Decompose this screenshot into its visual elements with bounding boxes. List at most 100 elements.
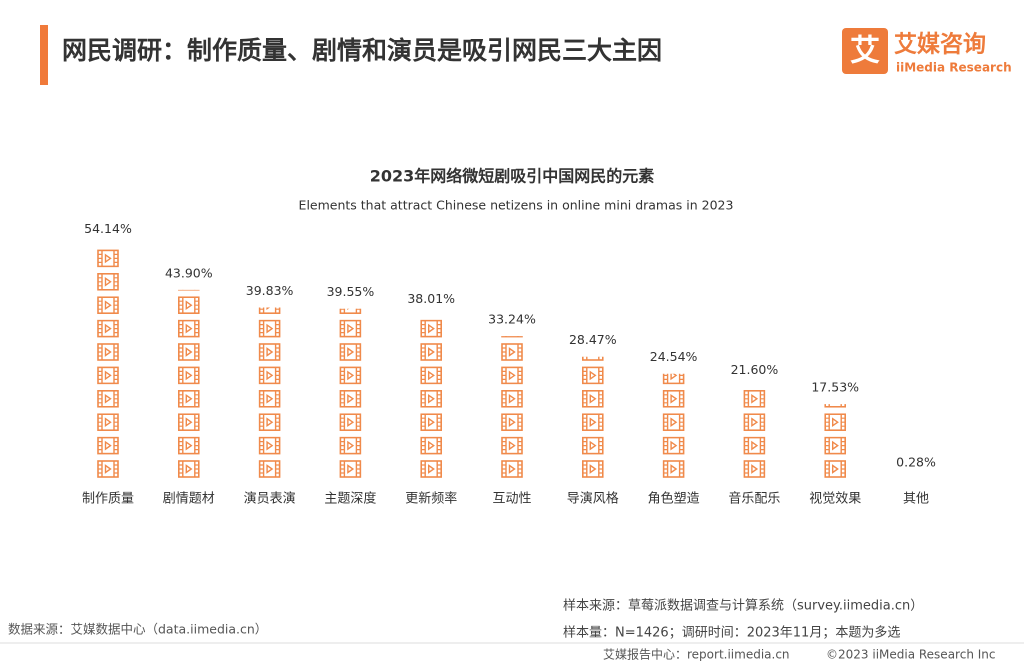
bar-icon (662, 436, 685, 455)
data-source: 数据来源：艾媒数据中心（data.iimedia.cn） (8, 622, 267, 637)
value-label: 38.01% (407, 291, 455, 306)
bar-icon (339, 460, 362, 478)
copyright: ©2023 iiMedia Research Inc (826, 648, 995, 662)
bar-icon (420, 389, 443, 408)
sample-info: 样本量：N=1426；调研时间：2023年11月；本题为多选 (563, 625, 900, 641)
bar-icon (662, 413, 685, 432)
bar-icon (97, 296, 119, 315)
bar (178, 289, 200, 478)
bar-icon (824, 413, 847, 432)
bar-icon (178, 436, 200, 455)
bar-icon (420, 366, 443, 385)
bar (581, 356, 604, 478)
bar-icon (501, 366, 523, 385)
bar-icon (339, 308, 362, 315)
bar-icon (258, 389, 281, 408)
bar-icon (258, 366, 281, 385)
bar (339, 308, 362, 478)
x-tick-label: 导演风格 (567, 491, 619, 507)
bar-icon (743, 389, 766, 408)
bar-icon (339, 343, 362, 361)
bar-icon (178, 413, 200, 432)
bar-icon (258, 460, 281, 478)
bar-icon (97, 249, 119, 268)
value-label: 54.14% (84, 221, 132, 236)
bar-icon (97, 319, 119, 338)
value-label: 39.83% (246, 283, 294, 298)
bar-icon (97, 343, 119, 361)
bar-icon (258, 307, 281, 315)
bar-icon (339, 366, 362, 385)
value-label: 24.54% (650, 349, 698, 364)
bar-icon (420, 436, 443, 455)
bar-icon (662, 389, 685, 408)
value-label: 28.47% (569, 332, 617, 347)
value-label: 17.53% (811, 380, 859, 395)
report-center: 艾媒报告中心：report.iimedia.cn (603, 647, 790, 662)
bar-icon (339, 319, 362, 338)
bar-icon (97, 460, 119, 478)
bar-icon (178, 366, 200, 385)
x-tick-label: 制作质量 (82, 492, 134, 507)
bar-icon (178, 460, 200, 478)
bar-icon (662, 460, 685, 478)
logo-sub: iiMedia Research (896, 61, 1012, 75)
bar (420, 319, 443, 478)
value-label: 21.60% (731, 362, 779, 377)
bar-icon (420, 413, 443, 432)
bar (824, 404, 847, 478)
bar-icon (501, 413, 523, 432)
value-label: 0.28% (896, 454, 936, 469)
bar-icon (581, 436, 604, 455)
x-tick-label: 主题深度 (324, 491, 376, 507)
bar-icon (178, 389, 200, 408)
bar-icon (581, 413, 604, 432)
bar (501, 336, 523, 478)
bar-icon (97, 272, 119, 291)
bar-icon (97, 413, 119, 432)
sample-source: 样本来源：草莓派数据调查与计算系统（survey.iimedia.cn） (563, 599, 923, 614)
bar (97, 249, 119, 478)
bar-icon (581, 460, 604, 478)
bar (258, 307, 281, 478)
chart-title: 2023年网络微短剧吸引中国网民的元素 (370, 167, 655, 186)
bar-icon (258, 436, 281, 455)
logo-mark: 艾 (850, 34, 880, 69)
x-tick-label: 角色塑造 (648, 491, 700, 507)
bar-icon (501, 436, 523, 455)
bar-icon (339, 413, 362, 432)
x-tick-label: 演员表演 (244, 491, 296, 507)
bar-icon (420, 319, 443, 338)
bar-icon (258, 413, 281, 432)
bar-icon (178, 319, 200, 338)
value-label: 33.24% (488, 312, 536, 327)
bar-icon (662, 373, 685, 385)
bar-icon (501, 389, 523, 408)
bar-icon (581, 366, 604, 385)
logo-name: 艾媒咨询 (894, 31, 986, 58)
bar (662, 373, 685, 478)
bar-icon (824, 436, 847, 455)
bar (743, 389, 766, 478)
bar-icon (501, 460, 523, 478)
x-tick-label: 视觉效果 (809, 492, 861, 507)
bar-icon (258, 343, 281, 361)
bar-icon (178, 296, 200, 315)
chart-subtitle: Elements that attract Chinese netizens i… (299, 198, 734, 213)
bar-icon (258, 319, 281, 338)
x-tick-label: 剧情题材 (163, 492, 215, 507)
bar-icon (178, 343, 200, 361)
bar-icon (97, 389, 119, 408)
bar-icon (97, 366, 119, 385)
bar-icon (743, 436, 766, 455)
bar-icon (97, 436, 119, 455)
bar-icon (824, 460, 847, 478)
x-tick-label: 音乐配乐 (728, 491, 780, 507)
bar-icon (581, 389, 604, 408)
logo-box (842, 28, 888, 74)
header-accent (40, 25, 48, 85)
bar-icon (420, 343, 443, 361)
value-label: 39.55% (327, 284, 375, 299)
bar-icon (743, 413, 766, 432)
